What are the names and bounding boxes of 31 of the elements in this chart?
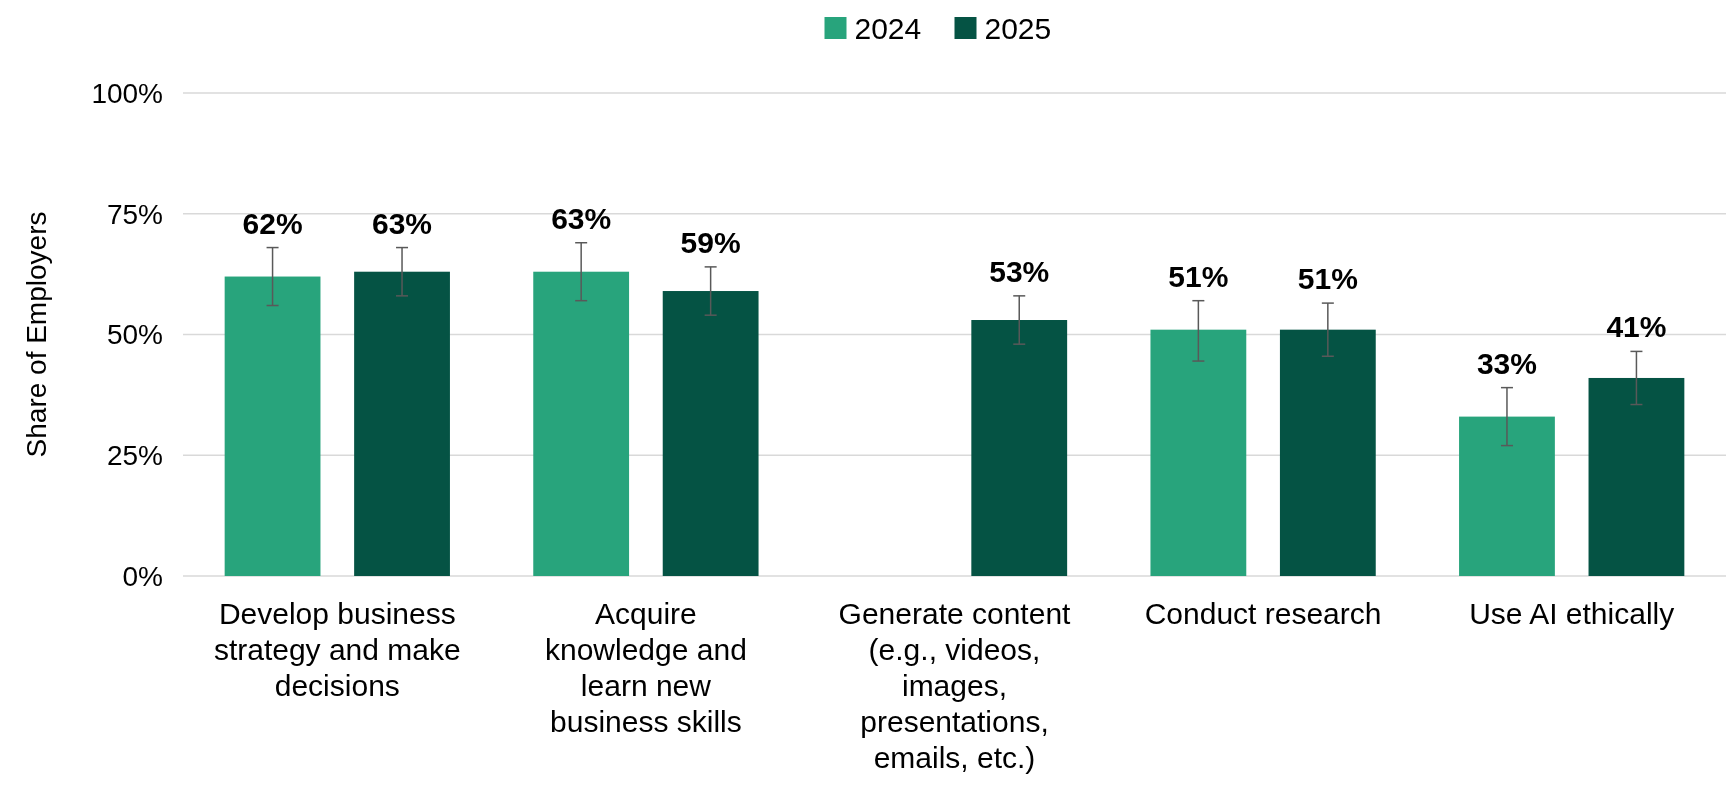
data-label: 62% xyxy=(242,206,303,240)
y-tick-label: 50% xyxy=(106,319,163,351)
data-label: 51% xyxy=(1168,259,1229,293)
y-axis-title: Share of Employers xyxy=(21,211,52,458)
x-tick-label: Conduct research xyxy=(1144,597,1382,630)
data-label: 53% xyxy=(989,254,1050,288)
y-tick-label: 100% xyxy=(91,77,163,109)
x-tick-label: Develop business strategy and make decisions xyxy=(213,597,461,702)
bar xyxy=(1459,416,1555,576)
legend-label: 2024 xyxy=(854,11,922,45)
y-tick-label: 25% xyxy=(106,440,163,472)
bar xyxy=(1279,329,1376,576)
data-label: 33% xyxy=(1476,346,1537,380)
data-label: 41% xyxy=(1606,310,1667,344)
bar xyxy=(224,276,321,576)
y-tick-label: 75% xyxy=(106,198,163,230)
bar xyxy=(1150,329,1247,576)
bar xyxy=(533,271,630,576)
bar xyxy=(662,291,759,576)
x-tick-label: Acquire knowledge and learn new business skills xyxy=(544,597,747,738)
y-tick-label: 0% xyxy=(122,560,163,592)
legend-label: 2025 xyxy=(984,11,1052,45)
data-label: 51% xyxy=(1297,262,1358,296)
x-tick-label: Use AI ethically xyxy=(1469,597,1675,630)
bar xyxy=(354,271,450,576)
bar xyxy=(971,320,1068,576)
data-label: 63% xyxy=(372,206,433,240)
bar xyxy=(1588,377,1685,576)
x-tick-label: Generate content (e.g., videos, images, presentations, emails, etc.) xyxy=(838,597,1072,774)
data-label: 59% xyxy=(680,225,741,259)
data-label: 63% xyxy=(551,201,612,235)
